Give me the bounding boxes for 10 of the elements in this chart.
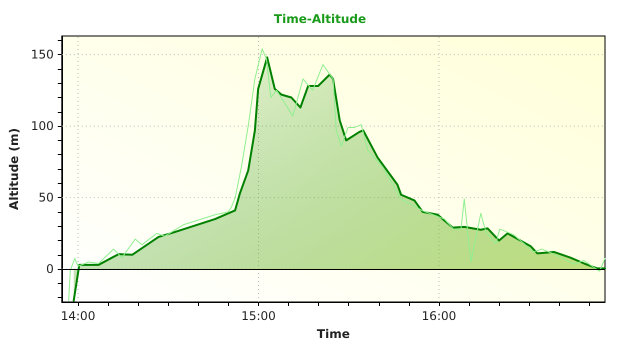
x-tick-label: 15:00 bbox=[241, 309, 276, 323]
x-tick-label: 14:00 bbox=[60, 309, 96, 323]
y-axis-title: Altitude (m) bbox=[7, 128, 21, 210]
y-tick-label: 100 bbox=[30, 119, 54, 134]
chart-title: Time-Altitude bbox=[274, 12, 366, 26]
y-tick-label: 0 bbox=[46, 262, 54, 276]
x-axis-title: Time bbox=[316, 327, 350, 341]
y-tick-label: 150 bbox=[30, 48, 54, 62]
x-tick-label: 16:00 bbox=[422, 309, 456, 323]
y-tick-label: 50 bbox=[38, 190, 54, 205]
